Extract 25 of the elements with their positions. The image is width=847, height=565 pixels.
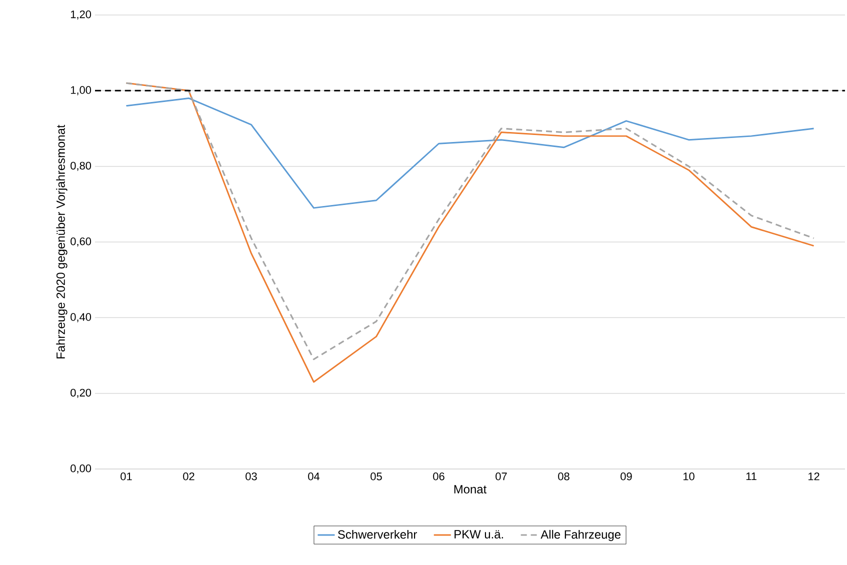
legend-label: Alle Fahrzeuge <box>540 530 620 542</box>
y-tick-label: 0,60 <box>70 237 92 247</box>
x-tick-label: 06 <box>433 472 444 480</box>
x-tick-label: 02 <box>183 472 194 480</box>
y-tick-label: 0,80 <box>70 162 92 171</box>
x-tick-label: 03 <box>246 472 257 480</box>
x-tick-label: 12 <box>808 472 820 480</box>
legend-label: PKW u.ä. <box>454 530 504 538</box>
y-tick-label: 0,20 <box>70 388 92 398</box>
y-tick-label: 1,00 <box>70 86 92 96</box>
y-tick-label: 0,40 <box>70 313 92 322</box>
y-tick-label: 1,20 <box>70 10 92 20</box>
x-tick-label: 01 <box>120 472 132 480</box>
legend-label: Schwerverkehr <box>338 530 417 539</box>
x-tick-label: 07 <box>496 472 507 480</box>
x-tick-label: 08 <box>558 472 570 480</box>
y-axis-title: Fahrzeuge 2020 gegenüber Vorjahresmonat <box>56 124 68 358</box>
x-tick-label: 09 <box>620 472 632 480</box>
x-tick-label: 04 <box>308 472 320 480</box>
line-series <box>126 97 815 209</box>
x-tick-label: 05 <box>370 472 382 480</box>
x-axis-title: Monat <box>454 485 487 494</box>
y-tick-label: 0,00 <box>70 464 92 474</box>
x-tick-label: 11 <box>746 472 756 480</box>
x-tick-label: 10 <box>683 472 694 480</box>
